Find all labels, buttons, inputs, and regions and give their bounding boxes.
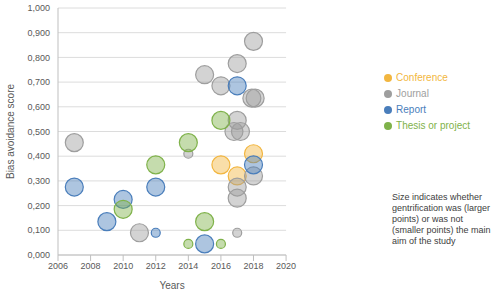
svg-text:2006: 2006 [48, 261, 68, 271]
svg-text:0,300: 0,300 [27, 176, 50, 186]
svg-text:2014: 2014 [178, 261, 198, 271]
svg-text:0,900: 0,900 [27, 28, 50, 38]
svg-text:0,100: 0,100 [27, 225, 50, 235]
svg-text:2020: 2020 [276, 261, 296, 271]
svg-text:2016: 2016 [211, 261, 231, 271]
svg-text:Bias avoidance score: Bias avoidance score [8, 84, 16, 179]
html-text:Report: Report [396, 104, 427, 115]
svg-text:0,000: 0,000 [27, 250, 50, 260]
svg-text:0,200: 0,200 [27, 201, 50, 211]
svg-text:0,700: 0,700 [27, 77, 50, 87]
svg-text:0,500: 0,500 [27, 127, 50, 137]
svg-text:2008: 2008 [81, 261, 101, 271]
svg-text:2018: 2018 [243, 261, 263, 271]
svg-text:2010: 2010 [113, 261, 133, 271]
svg-text:0,800: 0,800 [27, 53, 50, 63]
svg-text:2012: 2012 [146, 261, 166, 271]
html-text:Conference: Conference [396, 72, 448, 83]
svg-text:0,600: 0,600 [27, 102, 50, 112]
html-text:Size indicates whether gentrif: Size indicates whether gentrification wa… [392, 192, 491, 246]
svg-text:1,000: 1,000 [27, 3, 50, 13]
html-text:Journal: Journal [396, 88, 429, 99]
svg-text:Years: Years [159, 280, 184, 291]
html-text:Thesis or project: Thesis or project [396, 120, 470, 131]
svg-text:0,400: 0,400 [27, 151, 50, 161]
